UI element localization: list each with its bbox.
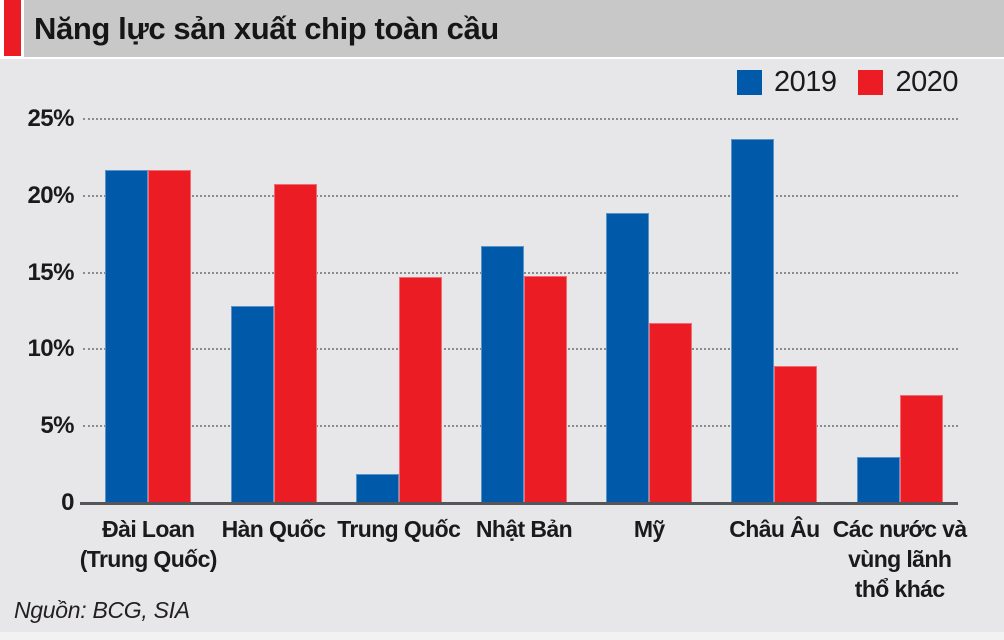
y-axis-tick-label: 25% bbox=[27, 105, 74, 132]
x-axis-category-label: Mỹ bbox=[633, 516, 665, 542]
bar-2019-category-6 bbox=[731, 138, 775, 503]
x-axis-category-label: Đài Loan (Trung Quốc) bbox=[79, 516, 218, 572]
y-axis-tick-label: 5% bbox=[40, 412, 74, 440]
y-axis-tick-label: 20% bbox=[27, 181, 74, 209]
y-axis-tick-label: 15% bbox=[27, 258, 74, 286]
y-axis-tick-label: 10% bbox=[27, 335, 74, 363]
bar-2020-category-6 bbox=[774, 366, 818, 503]
legend-label-2020: 2020 bbox=[895, 66, 958, 98]
legend-item-2019: 2019 bbox=[736, 66, 837, 99]
title-accent-bar bbox=[4, 0, 21, 56]
title-bar bbox=[24, 0, 1004, 57]
bottom-strip bbox=[0, 632, 1004, 640]
legend-item-2020: 2020 bbox=[858, 66, 958, 99]
chart-legend: 2019 2020 bbox=[736, 66, 958, 99]
x-axis-category-label: Hàn Quốc bbox=[221, 516, 326, 542]
bar-2020-category-4 bbox=[523, 275, 567, 503]
bar-2020-category-3 bbox=[398, 277, 442, 503]
bar-2020-category-2 bbox=[273, 183, 317, 503]
gridline-25pct bbox=[83, 118, 958, 120]
x-axis-category-label: Các nước và vùng lãnh thổ khác bbox=[832, 516, 967, 602]
gridline-20pct bbox=[83, 194, 958, 197]
x-axis-category-label: Trung Quốc bbox=[337, 516, 461, 542]
bar-2020-category-1 bbox=[148, 169, 192, 503]
chart-title: Năng lực sản xuất chip toàn cầu bbox=[34, 11, 499, 46]
legend-swatch-2019-icon bbox=[736, 70, 762, 95]
bar-2019-category-1 bbox=[105, 169, 149, 503]
y-axis-tick-label: 0 bbox=[61, 489, 74, 516]
bar-2020-category-7 bbox=[899, 395, 943, 503]
x-axis-category-label: Châu Âu bbox=[729, 516, 820, 542]
x-axis-category-label: Nhật Bản bbox=[475, 516, 573, 542]
x-axis-line bbox=[80, 502, 958, 505]
bar-2019-category-3 bbox=[355, 473, 399, 503]
source-note: Nguồn: BCG, SIA bbox=[14, 597, 190, 623]
bar-2019-category-7 bbox=[856, 456, 900, 503]
legend-swatch-2020-icon bbox=[858, 70, 884, 95]
bar-2019-category-4 bbox=[480, 246, 524, 503]
legend-label-2019: 2019 bbox=[773, 66, 837, 98]
bar-2019-category-5 bbox=[606, 212, 650, 503]
bar-2019-category-2 bbox=[230, 306, 274, 503]
bar-2020-category-5 bbox=[649, 323, 693, 503]
